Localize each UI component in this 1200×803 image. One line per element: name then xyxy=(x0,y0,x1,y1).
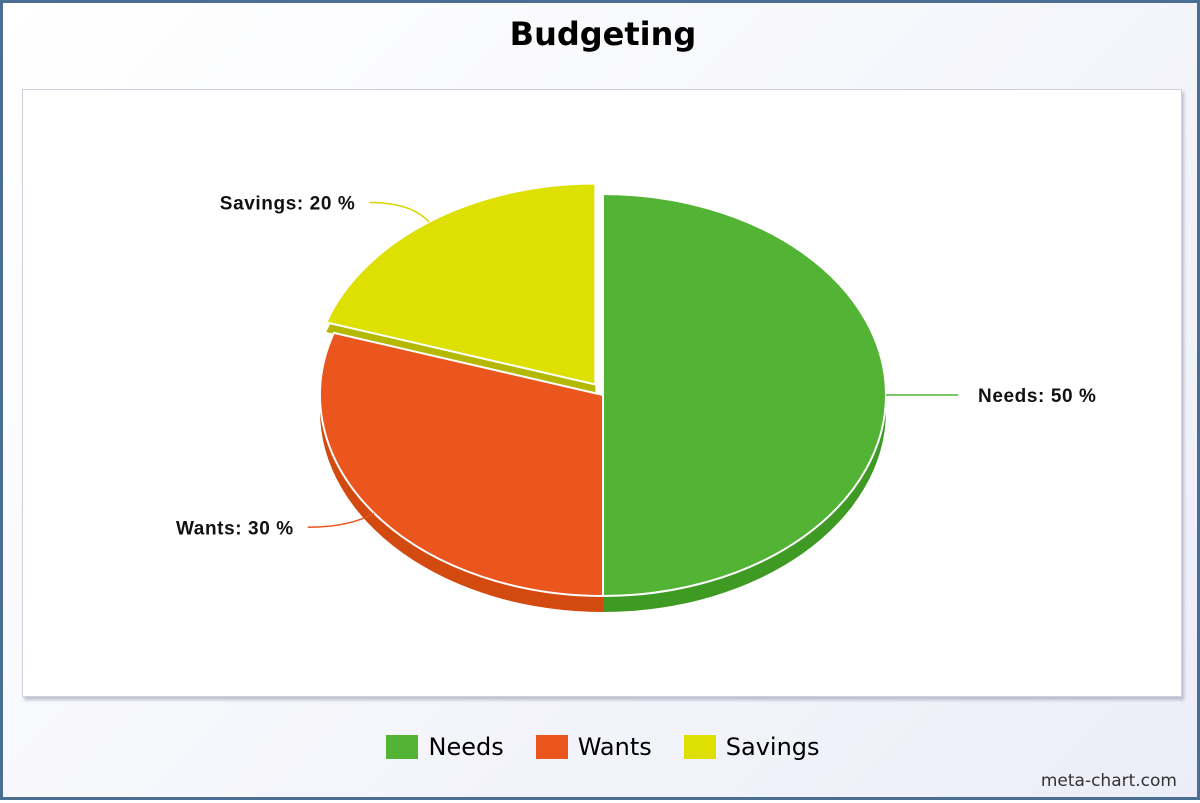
legend-item-wants[interactable]: Wants xyxy=(535,733,652,761)
legend-item-savings[interactable]: Savings xyxy=(683,733,820,761)
legend-swatch-wants xyxy=(535,735,568,759)
pie-tops xyxy=(319,182,887,597)
watermark: meta-chart.com xyxy=(1040,771,1177,791)
pie-slice-wants[interactable] xyxy=(319,331,604,597)
legend-label-savings: Savings xyxy=(725,733,820,761)
pie-slice-needs[interactable] xyxy=(602,193,887,597)
legend-label-wants: Wants xyxy=(577,733,652,761)
pie-slice-savings[interactable] xyxy=(325,182,597,386)
connector-savings xyxy=(369,201,430,223)
legend-item-needs[interactable]: Needs xyxy=(386,733,504,761)
data-label-savings: Savings: 20 % xyxy=(220,193,356,214)
pie-labels: Needs: 50 % Wants: 30 % Savings: 20 % xyxy=(176,193,1097,539)
legend-swatch-savings xyxy=(683,735,716,759)
data-label-wants: Wants: 30 % xyxy=(176,518,294,539)
data-label-needs: Needs: 50 % xyxy=(978,386,1097,407)
connector-wants xyxy=(307,512,375,529)
legend-swatch-needs xyxy=(386,735,419,759)
legend-label-needs: Needs xyxy=(428,733,504,761)
chart-title: Budgeting xyxy=(509,15,697,53)
pie-chart: Needs: 50 % Wants: 30 % Savings: 20 % xyxy=(176,182,1097,612)
legend: Needs Wants Savings xyxy=(3,733,1200,761)
